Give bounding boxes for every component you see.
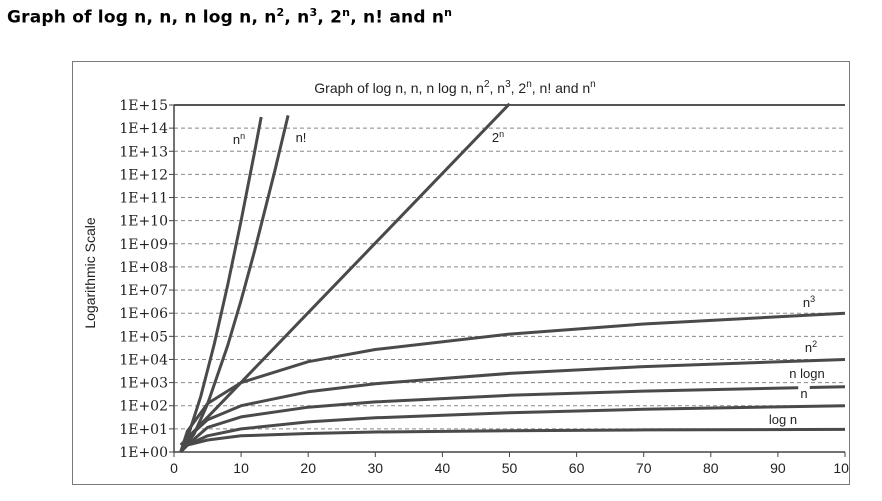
series-line-n-	[179, 115, 290, 453]
title-superscript: 2	[276, 6, 285, 19]
y-tick-label: 1E+03	[119, 376, 168, 392]
y-tick-label: 1E+08	[119, 260, 168, 276]
series-label-bg	[801, 339, 821, 355]
y-tick-label: 1E+05	[119, 329, 168, 345]
y-tick-label: 1E+00	[119, 445, 168, 461]
x-tick-label: 40	[435, 460, 451, 476]
series-label-n-: n!	[296, 130, 307, 145]
x-tick-label: 70	[636, 460, 652, 476]
x-tick-label: 50	[502, 460, 518, 476]
y-tick-label: 1E+07	[119, 283, 168, 299]
title-text: , n! and n	[532, 80, 590, 96]
y-tick-label: 1E+01	[119, 422, 168, 438]
title-text: , 2	[511, 80, 527, 96]
series-label-n: n	[800, 386, 807, 401]
chart-frame: 1E+00 1E+01 1E+02 1E+03 1E+04 1E+05 1E+06 1E+07…	[72, 61, 850, 485]
series-label-log-n: log n	[769, 412, 797, 427]
series-label-2n: 2n	[492, 129, 504, 145]
series-label-bg	[782, 365, 832, 381]
series-label-n3: n3	[803, 294, 815, 310]
series-label-bg	[229, 131, 249, 147]
axes: 1E+00 1E+01 1E+02 1E+03 1E+04 1E+05 1E+06 1E+07…	[119, 98, 849, 476]
series-label-nn: nn	[233, 131, 245, 147]
title-superscript: 3	[505, 79, 511, 90]
title-superscript: n	[342, 6, 351, 19]
y-tick-label: 1E+10	[119, 214, 168, 230]
series-line-2n	[179, 102, 511, 447]
title-text: , 2	[317, 7, 343, 28]
title-text: , n	[490, 80, 506, 96]
title-superscript: n	[526, 79, 532, 90]
title-text: , n! and n	[350, 7, 445, 28]
y-tick-label: 1E+14	[119, 121, 168, 137]
y-tick-label: 1E+02	[119, 399, 168, 415]
series-line-n-log-n	[179, 385, 846, 454]
series-label-bg	[799, 294, 819, 310]
y-tick-label: 1E+09	[119, 237, 168, 253]
y-tick-label: 1E+13	[119, 144, 168, 160]
x-tick-label: 60	[569, 460, 585, 476]
x-tick-label: 30	[368, 460, 384, 476]
series-label-bg	[762, 411, 804, 427]
series-label-n2: n2	[805, 339, 817, 355]
x-tick-label: 10	[233, 460, 249, 476]
x-tick-label: 90	[770, 460, 786, 476]
title-superscript: n	[590, 79, 596, 90]
series-line-log-n	[179, 427, 846, 454]
title-superscript: 3	[309, 6, 318, 19]
page-title: Graph of log n, n, n log n, n2, n3, 2n, …	[7, 6, 452, 28]
log-scale-chart: 1E+00 1E+01 1E+02 1E+03 1E+04 1E+05 1E+06 1E+07…	[82, 79, 849, 476]
y-tick-label: 1E+11	[119, 191, 168, 207]
series-label-bg	[798, 385, 810, 401]
title-superscript: 2	[484, 79, 490, 90]
series-line-nn	[179, 116, 263, 453]
title-text: Graph of log n, n, n log n, n	[314, 80, 484, 96]
x-tick-label: 80	[703, 460, 719, 476]
x-tick-label: 20	[300, 460, 316, 476]
title-text: , n	[284, 7, 310, 28]
x-tick-label: 100	[833, 460, 849, 476]
title-text: Graph of log n, n, n log n, n	[7, 7, 277, 28]
series-label-n-log-n: n logn	[789, 366, 824, 381]
series-line-n	[179, 404, 846, 454]
y-tick-label: 1E+12	[119, 167, 168, 183]
y-tick-label: 1E+06	[119, 306, 168, 322]
series-lines	[179, 102, 846, 454]
y-tick-label: 1E+04	[119, 352, 168, 368]
series-labels: log nn n logn n2 n3 2n n! nn	[229, 129, 832, 427]
series-label-bg	[488, 129, 508, 145]
series-label-bg	[291, 129, 311, 145]
y-tick-label: 1E+15	[119, 98, 168, 114]
chart-title: Graph of log n, n, n log n, n2, n3, 2n, …	[314, 79, 595, 96]
x-tick-label: 0	[170, 460, 178, 476]
y-axis-title: Logarithmic Scale	[82, 217, 98, 328]
title-superscript: n	[444, 6, 453, 19]
